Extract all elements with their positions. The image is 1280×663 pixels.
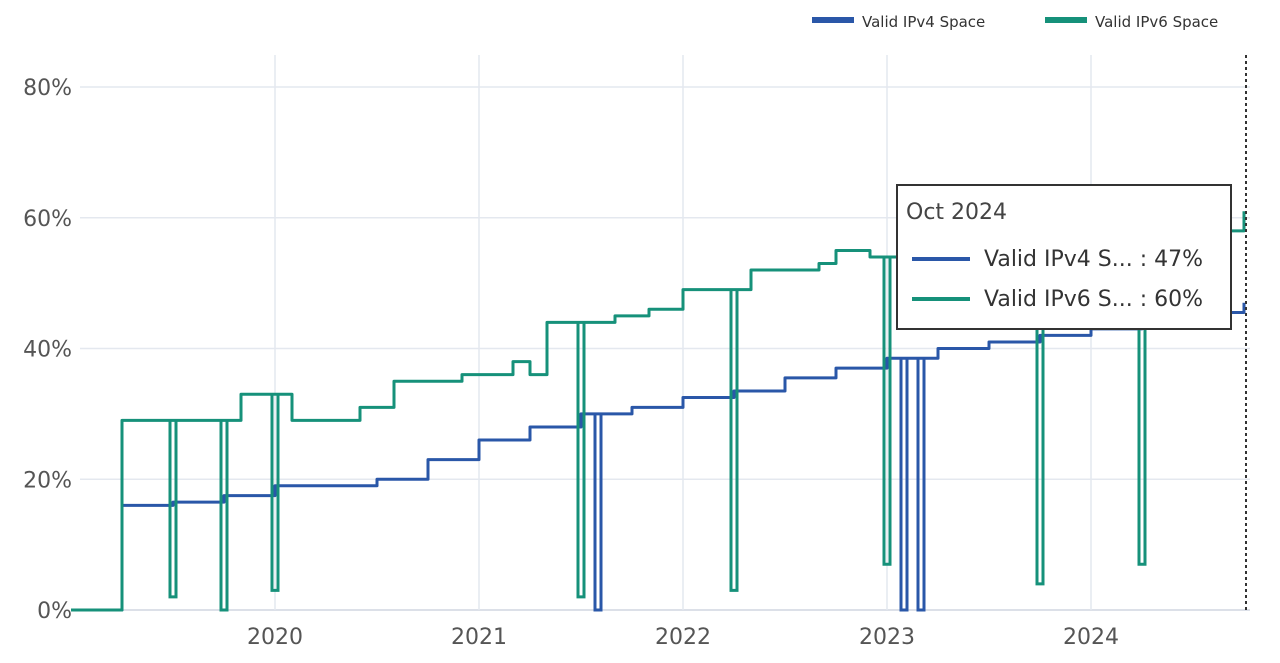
series-dip-ipv6 xyxy=(576,322,586,599)
series-dip-ipv6 xyxy=(168,420,178,599)
legend-swatch-ipv4 xyxy=(812,17,854,23)
x-tick-label: 2020 xyxy=(247,625,303,650)
tooltip-label-ipv6: Valid IPv6 S... : 60% xyxy=(984,286,1204,312)
y-tick-label: 40% xyxy=(23,338,72,363)
tooltip-label-ipv4: Valid IPv4 S... : 47% xyxy=(984,246,1204,272)
series-dip-ipv6 xyxy=(729,289,739,592)
tooltip-title: Oct 2024 xyxy=(906,200,1008,225)
series-dip-ipv6 xyxy=(882,256,892,566)
tooltip-swatch-ipv4 xyxy=(912,257,970,261)
series-dip-ipv6 xyxy=(1035,243,1045,586)
series-dip-ipv6 xyxy=(1137,243,1147,566)
legend: Valid IPv4 Space Valid IPv6 Space xyxy=(812,13,1218,31)
tooltip-row-ipv6: Valid IPv6 S... : 60% xyxy=(912,284,1203,314)
x-tick-label: 2022 xyxy=(655,625,711,650)
tooltip: Oct 2024 Valid IPv4 S... : 47% Valid IPv… xyxy=(896,184,1232,330)
series-line-ipv4 xyxy=(71,302,1246,612)
y-tick-label: 60% xyxy=(23,207,72,232)
x-axis: 2020 2021 2022 2023 2024 xyxy=(247,625,1119,650)
legend-label-ipv4: Valid IPv4 Space xyxy=(862,13,985,31)
y-tick-label: 80% xyxy=(23,76,72,101)
series-dip-ipv4 xyxy=(916,358,926,612)
x-tick-label: 2021 xyxy=(451,625,507,650)
series-lines xyxy=(71,211,1246,612)
y-tick-label: 20% xyxy=(23,468,72,493)
tooltip-swatch-ipv6 xyxy=(912,297,970,301)
legend-label-ipv6: Valid IPv6 Space xyxy=(1095,13,1218,31)
chart-grid xyxy=(80,55,1250,611)
x-tick-label: 2024 xyxy=(1063,625,1119,650)
series-dip-ipv6 xyxy=(219,420,229,612)
y-axis: 0% 20% 40% 60% 80% xyxy=(23,76,72,624)
series-line-ipv6 xyxy=(71,211,1246,612)
y-tick-label: 0% xyxy=(37,599,72,624)
series-dip-ipv4 xyxy=(899,358,909,612)
series-dip-ipv6 xyxy=(270,394,280,592)
legend-swatch-ipv6 xyxy=(1045,17,1087,23)
tooltip-row-ipv4: Valid IPv4 S... : 47% xyxy=(912,244,1203,274)
x-tick-label: 2023 xyxy=(859,625,915,650)
series-dip-ipv4 xyxy=(593,413,603,612)
